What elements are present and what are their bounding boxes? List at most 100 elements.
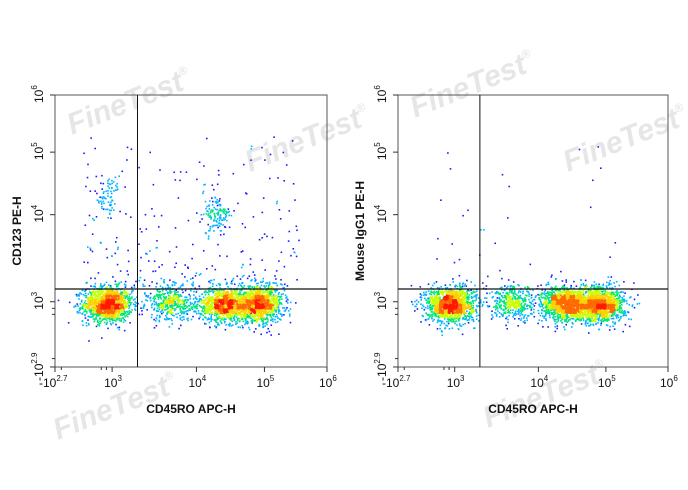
- event-dot: [423, 291, 425, 294]
- event-dot: [117, 314, 119, 317]
- event-dot: [112, 316, 115, 319]
- event-dot: [143, 279, 146, 281]
- event-dot: [628, 325, 631, 328]
- event-dot: [185, 171, 188, 173]
- event-dot: [114, 283, 117, 286]
- event-dot: [198, 317, 200, 320]
- event-dot: [216, 201, 219, 204]
- event-dot: [230, 289, 232, 291]
- event-dot: [179, 286, 182, 288]
- event-dot: [83, 303, 86, 306]
- event-dot: [508, 185, 510, 188]
- event-dot: [270, 319, 272, 322]
- event-dot: [222, 313, 224, 315]
- event-dot: [211, 312, 213, 314]
- event-dot: [228, 307, 231, 310]
- event-dot: [172, 298, 174, 300]
- event-dot: [110, 305, 113, 308]
- event-dot: [170, 308, 173, 311]
- event-dot: [443, 318, 446, 320]
- event-dot: [556, 325, 559, 327]
- event-dot: [223, 292, 225, 295]
- event-dot: [219, 298, 222, 300]
- event-dot: [498, 316, 501, 318]
- event-dot: [525, 317, 528, 319]
- event-dot: [486, 304, 489, 307]
- event-dot: [134, 305, 136, 308]
- event-dot: [198, 312, 200, 315]
- event-dot: [262, 318, 265, 321]
- event-dot: [262, 319, 264, 322]
- event-dot: [215, 325, 218, 328]
- event-dot: [257, 317, 260, 320]
- event-dot: [626, 302, 628, 305]
- event-dot: [277, 307, 279, 309]
- event-dot: [214, 307, 217, 309]
- event-dot: [275, 270, 278, 272]
- event-dot: [127, 301, 129, 303]
- event-dot: [226, 308, 229, 311]
- event-dot: [138, 313, 141, 316]
- event-dot: [246, 316, 249, 319]
- event-dot: [91, 297, 93, 299]
- event-dot: [184, 299, 186, 302]
- x-axis-ticks: -102.7 103 104 105 106: [39, 367, 337, 390]
- event-dot: [124, 312, 127, 314]
- event-dot: [227, 290, 229, 293]
- event-dot: [251, 302, 253, 305]
- event-dot: [120, 303, 122, 306]
- event-dot: [243, 274, 245, 277]
- event-dot: [157, 298, 160, 300]
- event-dot: [158, 306, 161, 309]
- event-dot: [245, 322, 247, 324]
- event-dot: [115, 302, 117, 304]
- event-dot: [209, 279, 212, 282]
- event-dot: [233, 296, 236, 299]
- event-dot: [174, 298, 177, 300]
- event-dot: [91, 313, 94, 315]
- event-dot: [167, 284, 169, 287]
- event-dot: [109, 320, 111, 323]
- event-dot: [231, 279, 234, 281]
- event-dot: [171, 323, 174, 325]
- event-dot: [128, 310, 131, 312]
- event-dot: [270, 290, 273, 292]
- event-dot: [241, 310, 244, 313]
- event-dot: [296, 229, 298, 232]
- event-dot: [216, 204, 219, 207]
- event-dot: [243, 316, 246, 318]
- event-dot: [113, 310, 116, 313]
- event-dot: [261, 296, 264, 299]
- event-dot: [270, 285, 272, 288]
- event-dot: [118, 282, 120, 285]
- event-dot: [189, 295, 192, 297]
- event-dot: [206, 312, 208, 314]
- event-dot: [78, 295, 81, 297]
- event-dot: [224, 208, 226, 211]
- event-dot: [235, 321, 237, 323]
- event-dot: [86, 307, 89, 310]
- event-dot: [107, 290, 109, 293]
- event-dot: [242, 286, 245, 289]
- event-dot: [563, 284, 566, 286]
- event-dot: [238, 293, 240, 295]
- event-dot: [241, 275, 244, 278]
- event-dot: [92, 306, 95, 308]
- event-dot: [259, 315, 261, 317]
- event-dot: [99, 317, 101, 319]
- event-dot: [88, 309, 91, 312]
- event-dot: [503, 289, 506, 292]
- event-dot: [494, 242, 496, 245]
- event-dot: [85, 306, 87, 309]
- event-dot: [274, 291, 277, 293]
- event-dot: [177, 197, 180, 199]
- event-dot: [265, 318, 268, 320]
- event-dot: [226, 309, 229, 312]
- event-dot: [115, 307, 117, 310]
- event-dot: [210, 309, 212, 312]
- event-dot: [185, 312, 188, 315]
- event-dot: [86, 310, 88, 313]
- event-dot: [107, 305, 110, 307]
- event-dot: [255, 296, 258, 298]
- event-dot: [108, 318, 111, 321]
